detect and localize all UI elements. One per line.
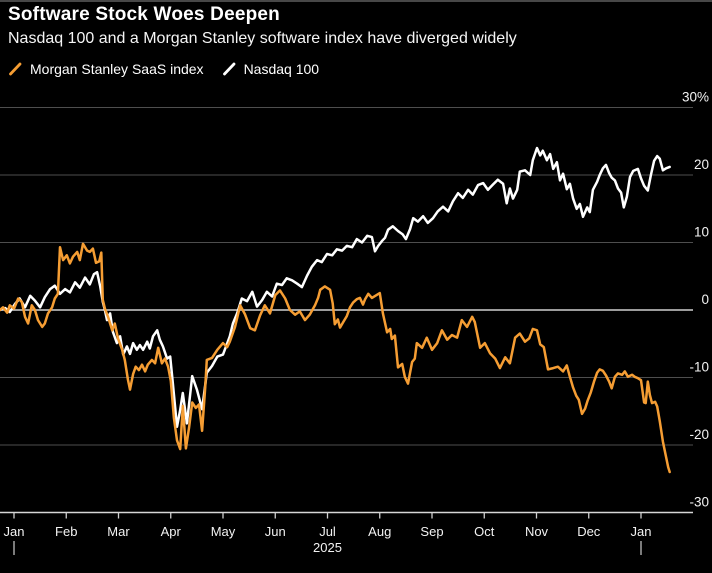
legend-label-saas: Morgan Stanley SaaS index	[30, 61, 204, 77]
saas-series-slash-icon	[9, 62, 22, 76]
saas-index-line	[0, 242, 671, 474]
x-tick-label: May	[211, 524, 236, 539]
y-tick-label: 30%	[682, 90, 709, 105]
x-axis-year-label: 2025	[313, 540, 342, 555]
x-tick-label: Jan	[631, 524, 652, 539]
legend-label-nasdaq: Nasdaq 100	[243, 61, 320, 77]
legend-item-nasdaq: Nasdaq 100	[222, 61, 320, 77]
chart-header: Software Stock Woes Deepen Nasdaq 100 an…	[8, 4, 704, 77]
x-tick-label: Nov	[525, 524, 549, 539]
x-tick-label: Jan	[4, 524, 25, 539]
chart-subtitle: Nasdaq 100 and a Morgan Stanley software…	[8, 30, 517, 47]
y-tick-label: -20	[689, 427, 709, 442]
x-tick-label: Feb	[55, 524, 77, 539]
y-tick-label: -30	[689, 495, 709, 510]
nasdaq-100-line	[0, 146, 671, 429]
x-tick-label: Oct	[474, 524, 495, 539]
y-tick-label: 0	[701, 292, 709, 307]
x-tick-label: Jul	[319, 524, 336, 539]
y-tick-label: 20	[694, 157, 709, 172]
x-tick-label: Jun	[265, 524, 286, 539]
y-tick-label: -10	[689, 360, 709, 375]
chart-legend: Morgan Stanley SaaS index Nasdaq 100	[8, 61, 704, 77]
legend-item-saas: Morgan Stanley SaaS index	[8, 61, 204, 77]
top-border	[0, 0, 712, 2]
x-tick-label: Apr	[161, 524, 182, 539]
x-tick-label: Aug	[368, 524, 391, 539]
nasdaq-series-slash-icon	[222, 62, 235, 76]
y-tick-label: 10	[694, 225, 709, 240]
chart-title: Software Stock Woes Deepen	[8, 4, 280, 25]
x-tick-label: Mar	[107, 524, 130, 539]
x-tick-label: Dec	[577, 524, 601, 539]
x-tick-label: Sep	[420, 524, 443, 539]
